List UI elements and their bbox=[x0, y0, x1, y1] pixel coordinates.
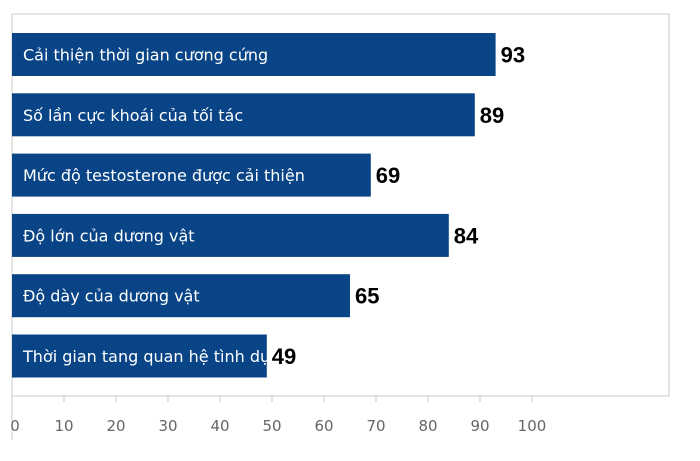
x-tick-label: 50 bbox=[262, 417, 281, 435]
x-tick-label: 30 bbox=[158, 417, 177, 435]
bar-category-label: Thời gian tang quan hệ tình dục bbox=[22, 347, 279, 366]
bar-category-label: Độ dày của dương vật bbox=[23, 287, 200, 306]
x-tick-label: 20 bbox=[106, 417, 125, 435]
x-tick-label: 100 bbox=[518, 417, 547, 435]
bar-value-label: 69 bbox=[376, 163, 400, 188]
x-tick-label: 10 bbox=[54, 417, 73, 435]
x-tick-label: 40 bbox=[210, 417, 229, 435]
bar-category-label: Cải thiện thời gian cương cứng bbox=[23, 46, 268, 65]
x-tick-label: 60 bbox=[314, 417, 333, 435]
x-axis-ticks: 0 10 20 30 40 50 60 70 80 90 100 bbox=[10, 396, 546, 435]
bar-value-label: 84 bbox=[454, 223, 479, 248]
bar-series: Cải thiện thời gian cương cứng 93 Số lần c… bbox=[12, 33, 525, 378]
bar-category-label: Số lần cực khoái của tối tác bbox=[23, 106, 243, 125]
bar-value-label: 65 bbox=[355, 284, 379, 309]
x-tick-label: 80 bbox=[418, 417, 437, 435]
bar bbox=[12, 274, 350, 318]
x-tick-label: 70 bbox=[366, 417, 385, 435]
x-tick-label: 90 bbox=[470, 417, 489, 435]
bar bbox=[12, 33, 496, 76]
bar-value-label: 93 bbox=[501, 43, 525, 68]
x-tick-label: 0 bbox=[10, 417, 20, 435]
bar bbox=[12, 153, 371, 197]
bar-category-label: Mức độ testosterone được cải thiện bbox=[23, 166, 305, 185]
bar-value-label: 49 bbox=[272, 344, 296, 369]
bar bbox=[12, 334, 267, 378]
bar bbox=[12, 213, 449, 257]
bar-category-label: Độ lớn của dương vật bbox=[23, 226, 195, 245]
bar bbox=[12, 93, 475, 137]
bar-value-label: 89 bbox=[480, 103, 504, 128]
